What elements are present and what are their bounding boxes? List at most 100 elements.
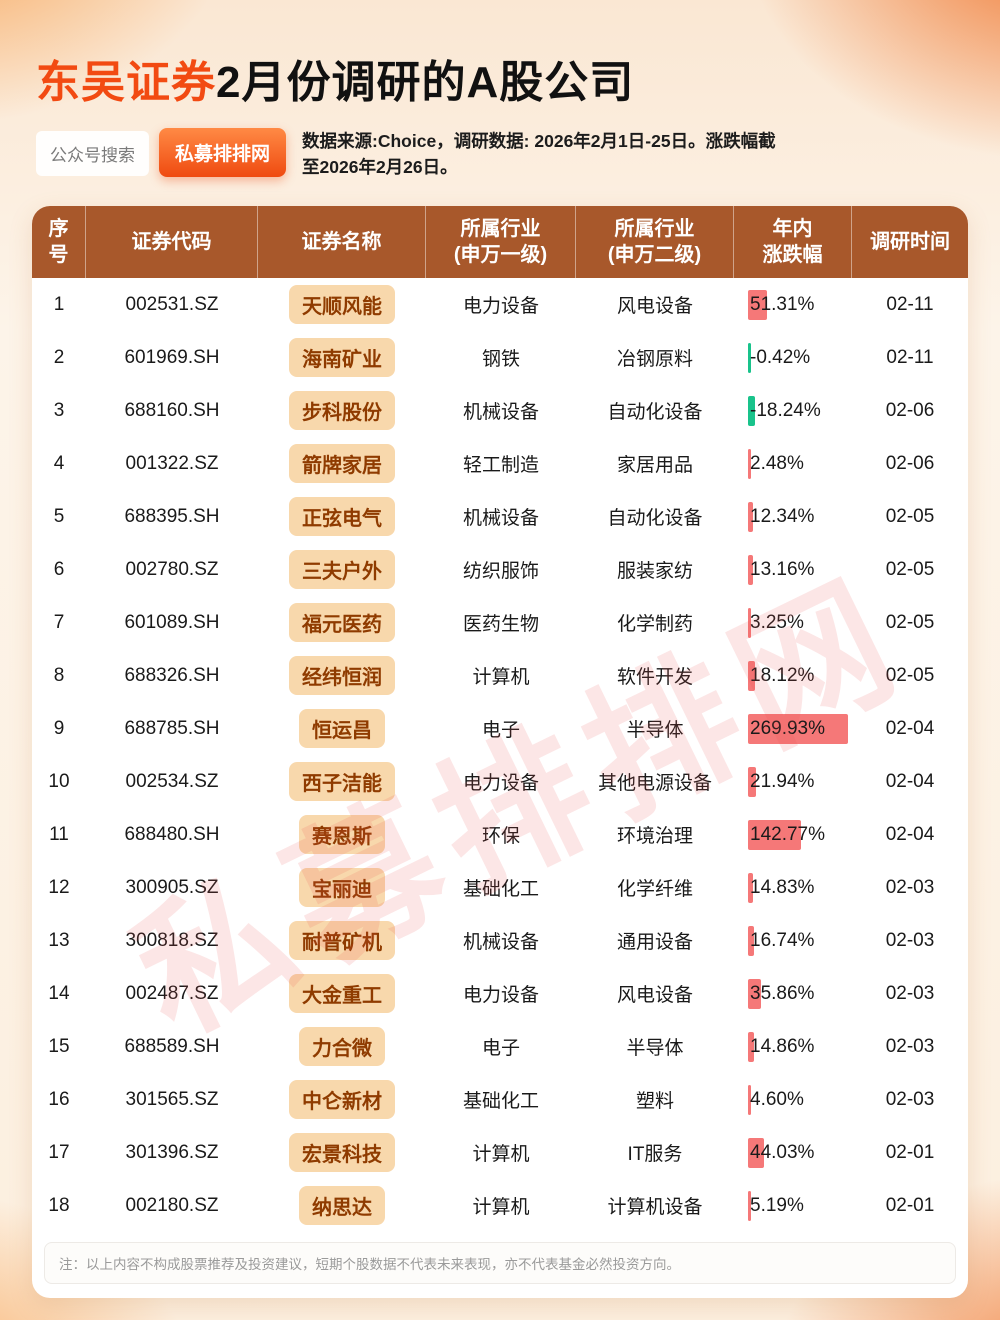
survey-date: 02-06	[885, 452, 935, 474]
stock-code: 601089.SH	[124, 611, 220, 633]
stock-name-cell: 赛恩斯	[258, 808, 426, 861]
survey-date: 02-04	[885, 823, 935, 845]
stock-name-cell: 三夫户外	[258, 543, 426, 596]
industry-sw1: 钢铁	[481, 349, 520, 370]
industry-sw2: 服装家纺	[616, 561, 693, 582]
stock-name-chip: 宏景科技	[289, 1133, 395, 1172]
industry-sw2: 计算机设备	[607, 1197, 703, 1218]
survey-date: 02-11	[886, 346, 934, 368]
change-bar	[748, 607, 751, 638]
survey-date: 02-03	[885, 1035, 935, 1057]
table-row: 15 688589.SH 力合微 电子 半导体 14.86% 02-03	[32, 1020, 968, 1073]
change-value: 13.16%	[750, 558, 815, 580]
stock-name-cell: 耐普矿机	[258, 914, 426, 967]
change-bar	[748, 660, 755, 691]
col-header-index: 序 号	[32, 206, 86, 278]
stock-code: 688160.SH	[124, 399, 220, 421]
stock-name-cell: 恒运昌	[258, 702, 426, 755]
industry-sw1: 环保	[481, 826, 520, 847]
ytd-change-cell: -18.24%	[734, 384, 852, 437]
stock-name-chip: 耐普矿机	[289, 921, 395, 960]
industry-sw1: 机械设备	[462, 932, 539, 953]
survey-date: 02-05	[885, 558, 935, 580]
change-value: -18.24%	[750, 399, 821, 421]
stock-name-chip: 宝丽迪	[299, 868, 385, 907]
search-hint-pill: 公众号搜索	[36, 131, 149, 176]
change-bar	[748, 395, 755, 426]
survey-date: 02-06	[885, 399, 935, 421]
ytd-change-cell: 14.83%	[734, 861, 852, 914]
industry-sw2: 风电设备	[616, 985, 693, 1006]
change-bar	[748, 554, 753, 585]
stock-name-chip: 正弦电气	[289, 497, 395, 536]
stock-name-cell: 中仑新材	[258, 1073, 426, 1126]
stock-code: 002180.SZ	[125, 1194, 219, 1216]
survey-date: 02-05	[885, 664, 935, 686]
change-bar	[748, 1031, 754, 1062]
table-row: 6 002780.SZ 三夫户外 纺织服饰 服装家纺 13.16% 02-05	[32, 543, 968, 596]
title-rest: 2月份调研的A股公司	[216, 58, 635, 107]
table-row: 17 301396.SZ 宏景科技 计算机 IT服务 44.03% 02-01	[32, 1126, 968, 1179]
industry-sw2: 软件开发	[616, 667, 693, 688]
industry-sw1: 基础化工	[462, 1091, 539, 1112]
ytd-change-cell: 18.12%	[734, 649, 852, 702]
ytd-change-cell: 3.25%	[734, 596, 852, 649]
row-index: 6	[53, 558, 65, 580]
industry-sw2: 化学纤维	[616, 879, 693, 900]
disclaimer-note: 注：以上内容不构成股票推荐及投资建议，短期个股数据不代表未来表现，亦不代表基金必…	[44, 1242, 956, 1284]
change-value: 14.83%	[750, 876, 815, 898]
stock-name-cell: 正弦电气	[258, 490, 426, 543]
survey-date: 02-03	[885, 1088, 935, 1110]
table-row: 5 688395.SH 正弦电气 机械设备 自动化设备 12.34% 02-05	[32, 490, 968, 543]
industry-sw2: IT服务	[627, 1144, 683, 1165]
page-title: 东吴证券2月份调研的A股公司	[36, 46, 634, 110]
industry-sw1: 机械设备	[462, 402, 539, 423]
stock-name-cell: 箭牌家居	[258, 437, 426, 490]
stock-name-chip: 海南矿业	[289, 338, 395, 377]
stock-code: 688589.SH	[124, 1035, 220, 1057]
industry-sw1: 纺织服饰	[462, 561, 539, 582]
row-index: 7	[53, 611, 65, 633]
row-index: 11	[49, 823, 69, 845]
ytd-change-cell: 35.86%	[734, 967, 852, 1020]
stock-name-chip: 西子洁能	[289, 762, 395, 801]
industry-sw1: 电力设备	[462, 773, 539, 794]
table-card: 序 号 证券代码 证券名称 所属行业 (申万一级) 所属行业 (申万二级) 年内…	[32, 206, 968, 1298]
col-header-name: 证券名称	[258, 206, 426, 278]
stock-code: 688480.SH	[124, 823, 220, 845]
stock-name-cell: 福元医药	[258, 596, 426, 649]
row-index: 8	[53, 664, 65, 686]
stock-name-chip: 恒运昌	[299, 709, 385, 748]
industry-sw2: 自动化设备	[607, 508, 703, 529]
row-index: 12	[48, 876, 70, 898]
industry-sw1: 计算机	[472, 1197, 530, 1218]
industry-sw1: 基础化工	[462, 879, 539, 900]
industry-sw2: 化学制药	[616, 614, 693, 635]
stock-name-cell: 纳思达	[258, 1179, 426, 1232]
survey-date: 02-03	[885, 876, 935, 898]
stock-name-cell: 天顺风能	[258, 278, 426, 331]
table-row: 14 002487.SZ 大金重工 电力设备 风电设备 35.86% 02-03	[32, 967, 968, 1020]
stock-name-cell: 经纬恒润	[258, 649, 426, 702]
stock-name-chip: 纳思达	[299, 1186, 385, 1225]
industry-sw2: 家居用品	[616, 455, 693, 476]
industry-sw2: 其他电源设备	[597, 773, 712, 794]
change-bar	[748, 342, 751, 373]
ytd-change-cell: 21.94%	[734, 755, 852, 808]
row-index: 13	[48, 929, 70, 951]
row-index: 18	[48, 1194, 70, 1216]
change-bar	[748, 1190, 751, 1221]
table-row: 4 001322.SZ 箭牌家居 轻工制造 家居用品 2.48% 02-06	[32, 437, 968, 490]
table-row: 1 002531.SZ 天顺风能 电力设备 风电设备 51.31% 02-11	[32, 278, 968, 331]
change-value: 269.93%	[750, 717, 826, 739]
stock-name-cell: 大金重工	[258, 967, 426, 1020]
change-value: 18.12%	[750, 664, 815, 686]
table-row: 7 601089.SH 福元医药 医药生物 化学制药 3.25% 02-05	[32, 596, 968, 649]
stock-code: 002534.SZ	[125, 770, 219, 792]
change-bar	[748, 978, 762, 1009]
change-value: 2.48%	[750, 452, 804, 474]
change-value: 3.25%	[750, 611, 804, 633]
ytd-change-cell: 16.74%	[734, 914, 852, 967]
stock-code: 300818.SZ	[125, 929, 219, 951]
survey-date: 02-11	[886, 293, 934, 315]
